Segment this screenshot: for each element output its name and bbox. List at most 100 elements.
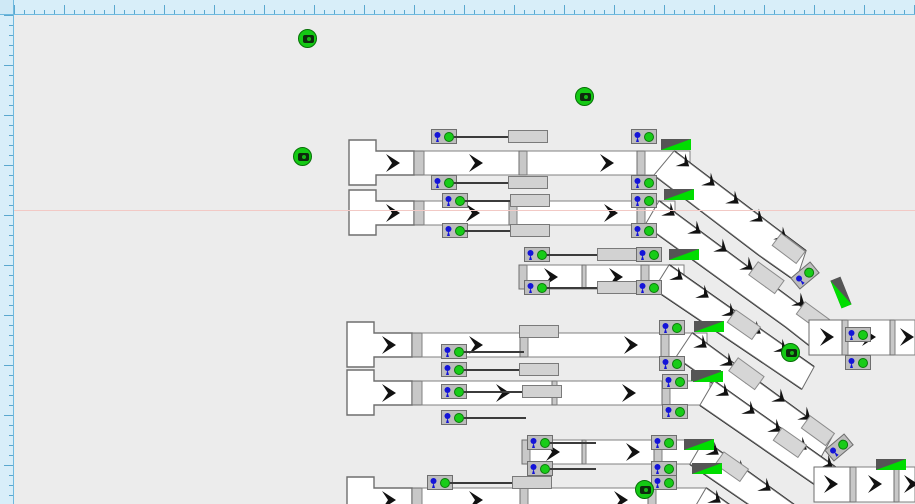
sensor-l1-bot-a[interactable] — [431, 175, 457, 190]
pin-icon — [444, 347, 451, 357]
conveyor-line-2[interactable] — [348, 189, 831, 350]
sensor-l2-bot-a[interactable] — [442, 223, 468, 238]
sensor-l5-top-b[interactable] — [662, 374, 688, 389]
sensor-l4-top-b[interactable] — [659, 320, 685, 335]
conveyor-line-7[interactable] — [346, 476, 774, 504]
pin-icon — [796, 275, 805, 285]
status-led — [540, 464, 550, 474]
sensor-l2-top-b[interactable] — [631, 193, 657, 208]
status-led — [836, 437, 851, 452]
layout-canvas[interactable] — [14, 15, 915, 504]
horizontal-ruler[interactable] — [0, 0, 915, 15]
pin-icon — [662, 359, 669, 369]
direction-wedge[interactable] — [684, 439, 714, 450]
sensor-l1-top-b[interactable] — [631, 129, 657, 144]
ruler-tick — [9, 25, 13, 26]
vertical-ruler[interactable] — [0, 0, 14, 504]
direction-wedge[interactable] — [876, 459, 906, 470]
sensor-l5-bot-b[interactable] — [662, 404, 688, 419]
sensor-l2-bot-b[interactable] — [631, 223, 657, 238]
package — [728, 357, 765, 391]
sensor-merge-a-top[interactable] — [845, 327, 871, 342]
sensor-diag-a[interactable] — [790, 261, 820, 290]
ruler-tick — [74, 10, 75, 14]
camera-node-5[interactable] — [635, 480, 654, 499]
camera-node-2[interactable] — [575, 87, 594, 106]
sensor-pad[interactable] — [597, 281, 637, 294]
status-led — [454, 413, 464, 423]
sensor-l6-bot-b[interactable] — [651, 461, 677, 476]
status-led — [644, 196, 654, 206]
direction-wedge[interactable] — [664, 189, 694, 200]
direction-wedge[interactable] — [830, 276, 852, 309]
sensor-merge-b-top[interactable] — [651, 475, 677, 490]
pin-icon — [654, 438, 661, 448]
direction-wedge[interactable] — [693, 371, 723, 382]
ruler-tick — [824, 10, 825, 14]
camera-node-1[interactable] — [298, 29, 317, 48]
pin-icon — [527, 283, 534, 293]
sensor-l6-top-b[interactable] — [651, 435, 677, 450]
conveyor-line-5[interactable] — [346, 369, 850, 500]
hopper-1[interactable] — [348, 139, 415, 186]
ruler-tick — [204, 10, 205, 14]
ruler-tick — [234, 10, 235, 14]
pin-icon — [530, 464, 537, 474]
horizontal-guide[interactable] — [14, 210, 915, 211]
hopper-4[interactable] — [346, 369, 413, 416]
merge-output-line-b[interactable] — [813, 466, 915, 503]
sensor-l3-top-a[interactable] — [524, 247, 550, 262]
ruler-tick — [4, 65, 13, 66]
sensor-merge-a-bot[interactable] — [845, 355, 871, 370]
ruler-tick — [4, 265, 13, 266]
ruler-tick — [474, 10, 475, 14]
ruler-tick — [444, 10, 445, 14]
sensor-diag-b[interactable] — [824, 433, 854, 462]
hopper-3[interactable] — [346, 321, 413, 368]
conveyor-line-4[interactable] — [346, 321, 836, 460]
ruler-tick — [4, 165, 13, 166]
hopper-2[interactable] — [348, 189, 415, 236]
sensor-pad[interactable] — [510, 224, 550, 237]
direction-wedge[interactable] — [669, 249, 699, 260]
camera-node-3[interactable] — [293, 147, 312, 166]
ruler-tick — [9, 95, 13, 96]
ruler-tick — [514, 5, 515, 14]
sensor-l3-bot-a[interactable] — [524, 280, 550, 295]
sensor-l4-bot-b[interactable] — [659, 356, 685, 371]
status-led — [444, 178, 454, 188]
sensor-l1-bot-b[interactable] — [631, 175, 657, 190]
direction-wedge[interactable] — [692, 463, 722, 474]
sensor-l3-top-b[interactable] — [636, 247, 662, 262]
sensor-pad[interactable] — [522, 385, 562, 398]
sensor-pad[interactable] — [519, 363, 559, 376]
sensor-pad[interactable] — [508, 130, 548, 143]
sensor-pad[interactable] — [510, 194, 550, 207]
sensor-l4-top-a[interactable] — [441, 344, 467, 359]
sensor-l3-bot-b[interactable] — [636, 280, 662, 295]
ruler-tick — [9, 245, 13, 246]
sensor-pad[interactable] — [519, 325, 559, 338]
ruler-tick — [9, 375, 13, 376]
ruler-tick — [9, 185, 13, 186]
ruler-tick — [4, 15, 13, 16]
sensor-l7-top-a[interactable] — [427, 475, 453, 490]
camera-node-4[interactable] — [781, 343, 800, 362]
sensor-pad[interactable] — [597, 248, 637, 261]
ruler-tick — [774, 10, 775, 14]
package — [726, 309, 762, 341]
sensor-pad[interactable] — [512, 476, 552, 489]
ruler-origin-corner[interactable] — [0, 0, 14, 15]
sensor-pad[interactable] — [508, 176, 548, 189]
direction-wedge[interactable] — [694, 321, 724, 332]
conveyor-line-6[interactable] — [521, 439, 804, 504]
ruler-tick — [574, 10, 575, 14]
sensor-l2-top-a[interactable] — [442, 193, 468, 208]
ruler-tick — [634, 10, 635, 14]
sensor-l5-top-a[interactable] — [441, 384, 467, 399]
direction-wedge[interactable] — [661, 139, 691, 150]
hopper-5[interactable] — [346, 476, 413, 504]
conveyor-line-3[interactable] — [518, 264, 815, 390]
ruler-tick — [754, 10, 755, 14]
sensor-wire — [465, 230, 523, 232]
